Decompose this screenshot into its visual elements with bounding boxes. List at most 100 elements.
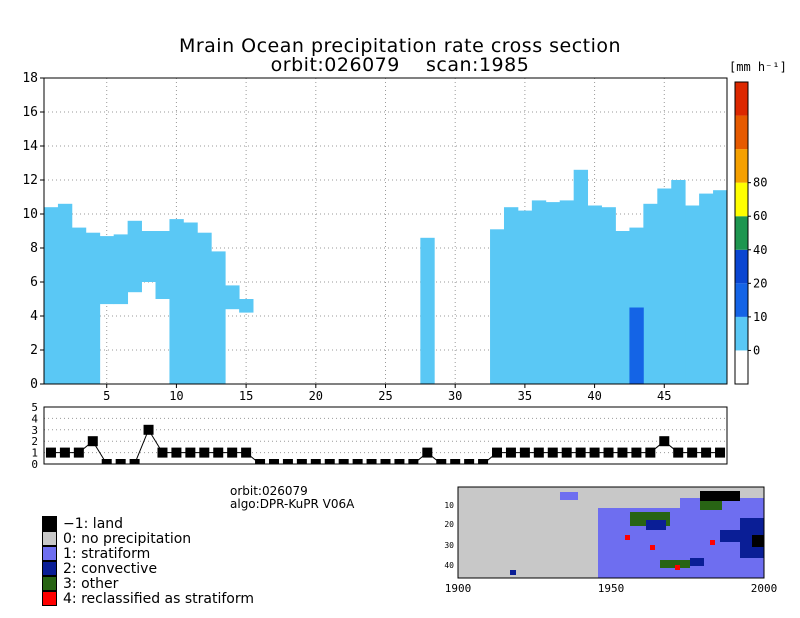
precip-column bbox=[517, 210, 533, 384]
map-precip-patch bbox=[646, 520, 666, 530]
strip-marker bbox=[310, 459, 321, 464]
strip-marker bbox=[296, 459, 307, 464]
legend-label: 3: other bbox=[63, 575, 119, 592]
strip-marker bbox=[324, 459, 335, 464]
precip-column bbox=[169, 219, 184, 384]
subtitle-orbit: orbit:026079 bbox=[270, 54, 400, 76]
colorbar-segment bbox=[735, 82, 748, 116]
map-y-tick-label: 20 bbox=[444, 520, 454, 529]
legend-swatch bbox=[42, 546, 57, 561]
strip-tick-label: 2 bbox=[31, 435, 38, 448]
strip-marker bbox=[255, 459, 266, 464]
strip-marker bbox=[505, 447, 516, 458]
strip-marker bbox=[73, 447, 84, 458]
precip-column bbox=[671, 180, 686, 384]
strip-marker bbox=[45, 447, 56, 458]
legend-swatch bbox=[42, 516, 57, 531]
strip-marker bbox=[603, 447, 614, 458]
map-x-tick-label: 2000 bbox=[751, 582, 778, 595]
legend-label: 1: stratiform bbox=[63, 545, 151, 562]
colorbar-label: 0 bbox=[753, 343, 760, 357]
subtitle-scan: scan:1985 bbox=[426, 54, 530, 76]
precip-column bbox=[713, 190, 728, 384]
strip-marker bbox=[268, 459, 279, 464]
precip-column bbox=[657, 188, 672, 384]
colorbar-frame bbox=[734, 81, 749, 385]
precip-column bbox=[71, 227, 87, 384]
strip-marker bbox=[366, 459, 377, 464]
strip-marker bbox=[157, 447, 168, 458]
precip-column bbox=[57, 203, 73, 384]
map-precip-patch bbox=[650, 545, 655, 550]
y-tick-label: 16 bbox=[22, 105, 38, 120]
strip-tick-label: 3 bbox=[31, 424, 38, 437]
strip-marker bbox=[687, 447, 698, 458]
strip-marker bbox=[143, 424, 154, 435]
legend-swatch bbox=[42, 591, 57, 606]
map-precip-patch bbox=[675, 565, 680, 570]
strip-marker bbox=[59, 447, 70, 458]
map-precip-patch bbox=[560, 492, 578, 500]
colorbar-segment bbox=[735, 316, 748, 351]
x-tick-label: 15 bbox=[239, 389, 253, 403]
map-precip-patch bbox=[700, 491, 740, 501]
legend-label: −1: land bbox=[63, 515, 124, 532]
legend-item: 3: other bbox=[42, 575, 119, 592]
x-tick-label: 45 bbox=[657, 389, 671, 403]
map-precip-patch bbox=[510, 570, 516, 575]
strip-marker bbox=[213, 447, 224, 458]
strip-marker bbox=[673, 447, 684, 458]
colorbar-label: 10 bbox=[753, 310, 767, 324]
colorbar-label: 80 bbox=[753, 176, 767, 190]
precip-column bbox=[699, 193, 714, 384]
x-tick-label: 30 bbox=[448, 389, 462, 403]
y-tick-label: 4 bbox=[30, 309, 38, 324]
strip-marker bbox=[394, 459, 405, 464]
map-y-tick-label: 40 bbox=[444, 561, 454, 570]
x-tick-label: 10 bbox=[169, 389, 183, 403]
colorbar-label: 20 bbox=[753, 276, 767, 290]
legend-item: 0: no precipitation bbox=[42, 530, 192, 547]
precip-column bbox=[85, 232, 101, 384]
info-algo: algo:DPR-KuPR V06A bbox=[230, 497, 355, 511]
y-tick-label: 10 bbox=[22, 207, 38, 222]
x-tick-label: 40 bbox=[587, 389, 601, 403]
map-precip-patch bbox=[625, 535, 630, 540]
y-tick-label: 12 bbox=[22, 173, 38, 188]
precip-column bbox=[420, 237, 435, 384]
strip-marker bbox=[185, 447, 196, 458]
legend-label: 4: reclassified as stratiform bbox=[63, 590, 255, 607]
colorbar-segment bbox=[735, 249, 748, 284]
strip-tick-label: 5 bbox=[31, 401, 38, 414]
strip-tick-label: 0 bbox=[31, 458, 38, 471]
legend-item: 4: reclassified as stratiform bbox=[42, 590, 255, 607]
strip-marker bbox=[227, 447, 238, 458]
precip-column bbox=[601, 207, 616, 384]
precip-column bbox=[643, 203, 658, 384]
precip-column bbox=[141, 231, 156, 282]
map-precip-patch bbox=[700, 500, 722, 510]
legend-swatch bbox=[42, 576, 57, 591]
precip-column bbox=[239, 299, 254, 313]
strip-marker bbox=[659, 436, 670, 447]
strip-marker bbox=[380, 459, 391, 464]
chart-subtitle: orbit:026079 scan:1985 bbox=[0, 54, 800, 76]
strip-marker bbox=[282, 459, 293, 464]
colorbar-label: 40 bbox=[753, 243, 767, 257]
strip-marker bbox=[352, 459, 363, 464]
precip-column bbox=[44, 207, 59, 384]
precip-column bbox=[155, 231, 170, 299]
strip-marker bbox=[561, 447, 572, 458]
strip-marker bbox=[199, 447, 210, 458]
map-precip-patch bbox=[720, 530, 742, 542]
precip-column bbox=[573, 169, 589, 384]
legend-label: 0: no precipitation bbox=[63, 530, 192, 547]
precip-column bbox=[685, 205, 700, 384]
map-precip-patch bbox=[690, 558, 704, 566]
map-x-tick-label: 1900 bbox=[445, 582, 472, 595]
y-tick-label: 6 bbox=[30, 275, 38, 290]
legend-swatch bbox=[42, 531, 57, 546]
strip-marker bbox=[464, 459, 475, 464]
precip-column bbox=[559, 200, 575, 384]
